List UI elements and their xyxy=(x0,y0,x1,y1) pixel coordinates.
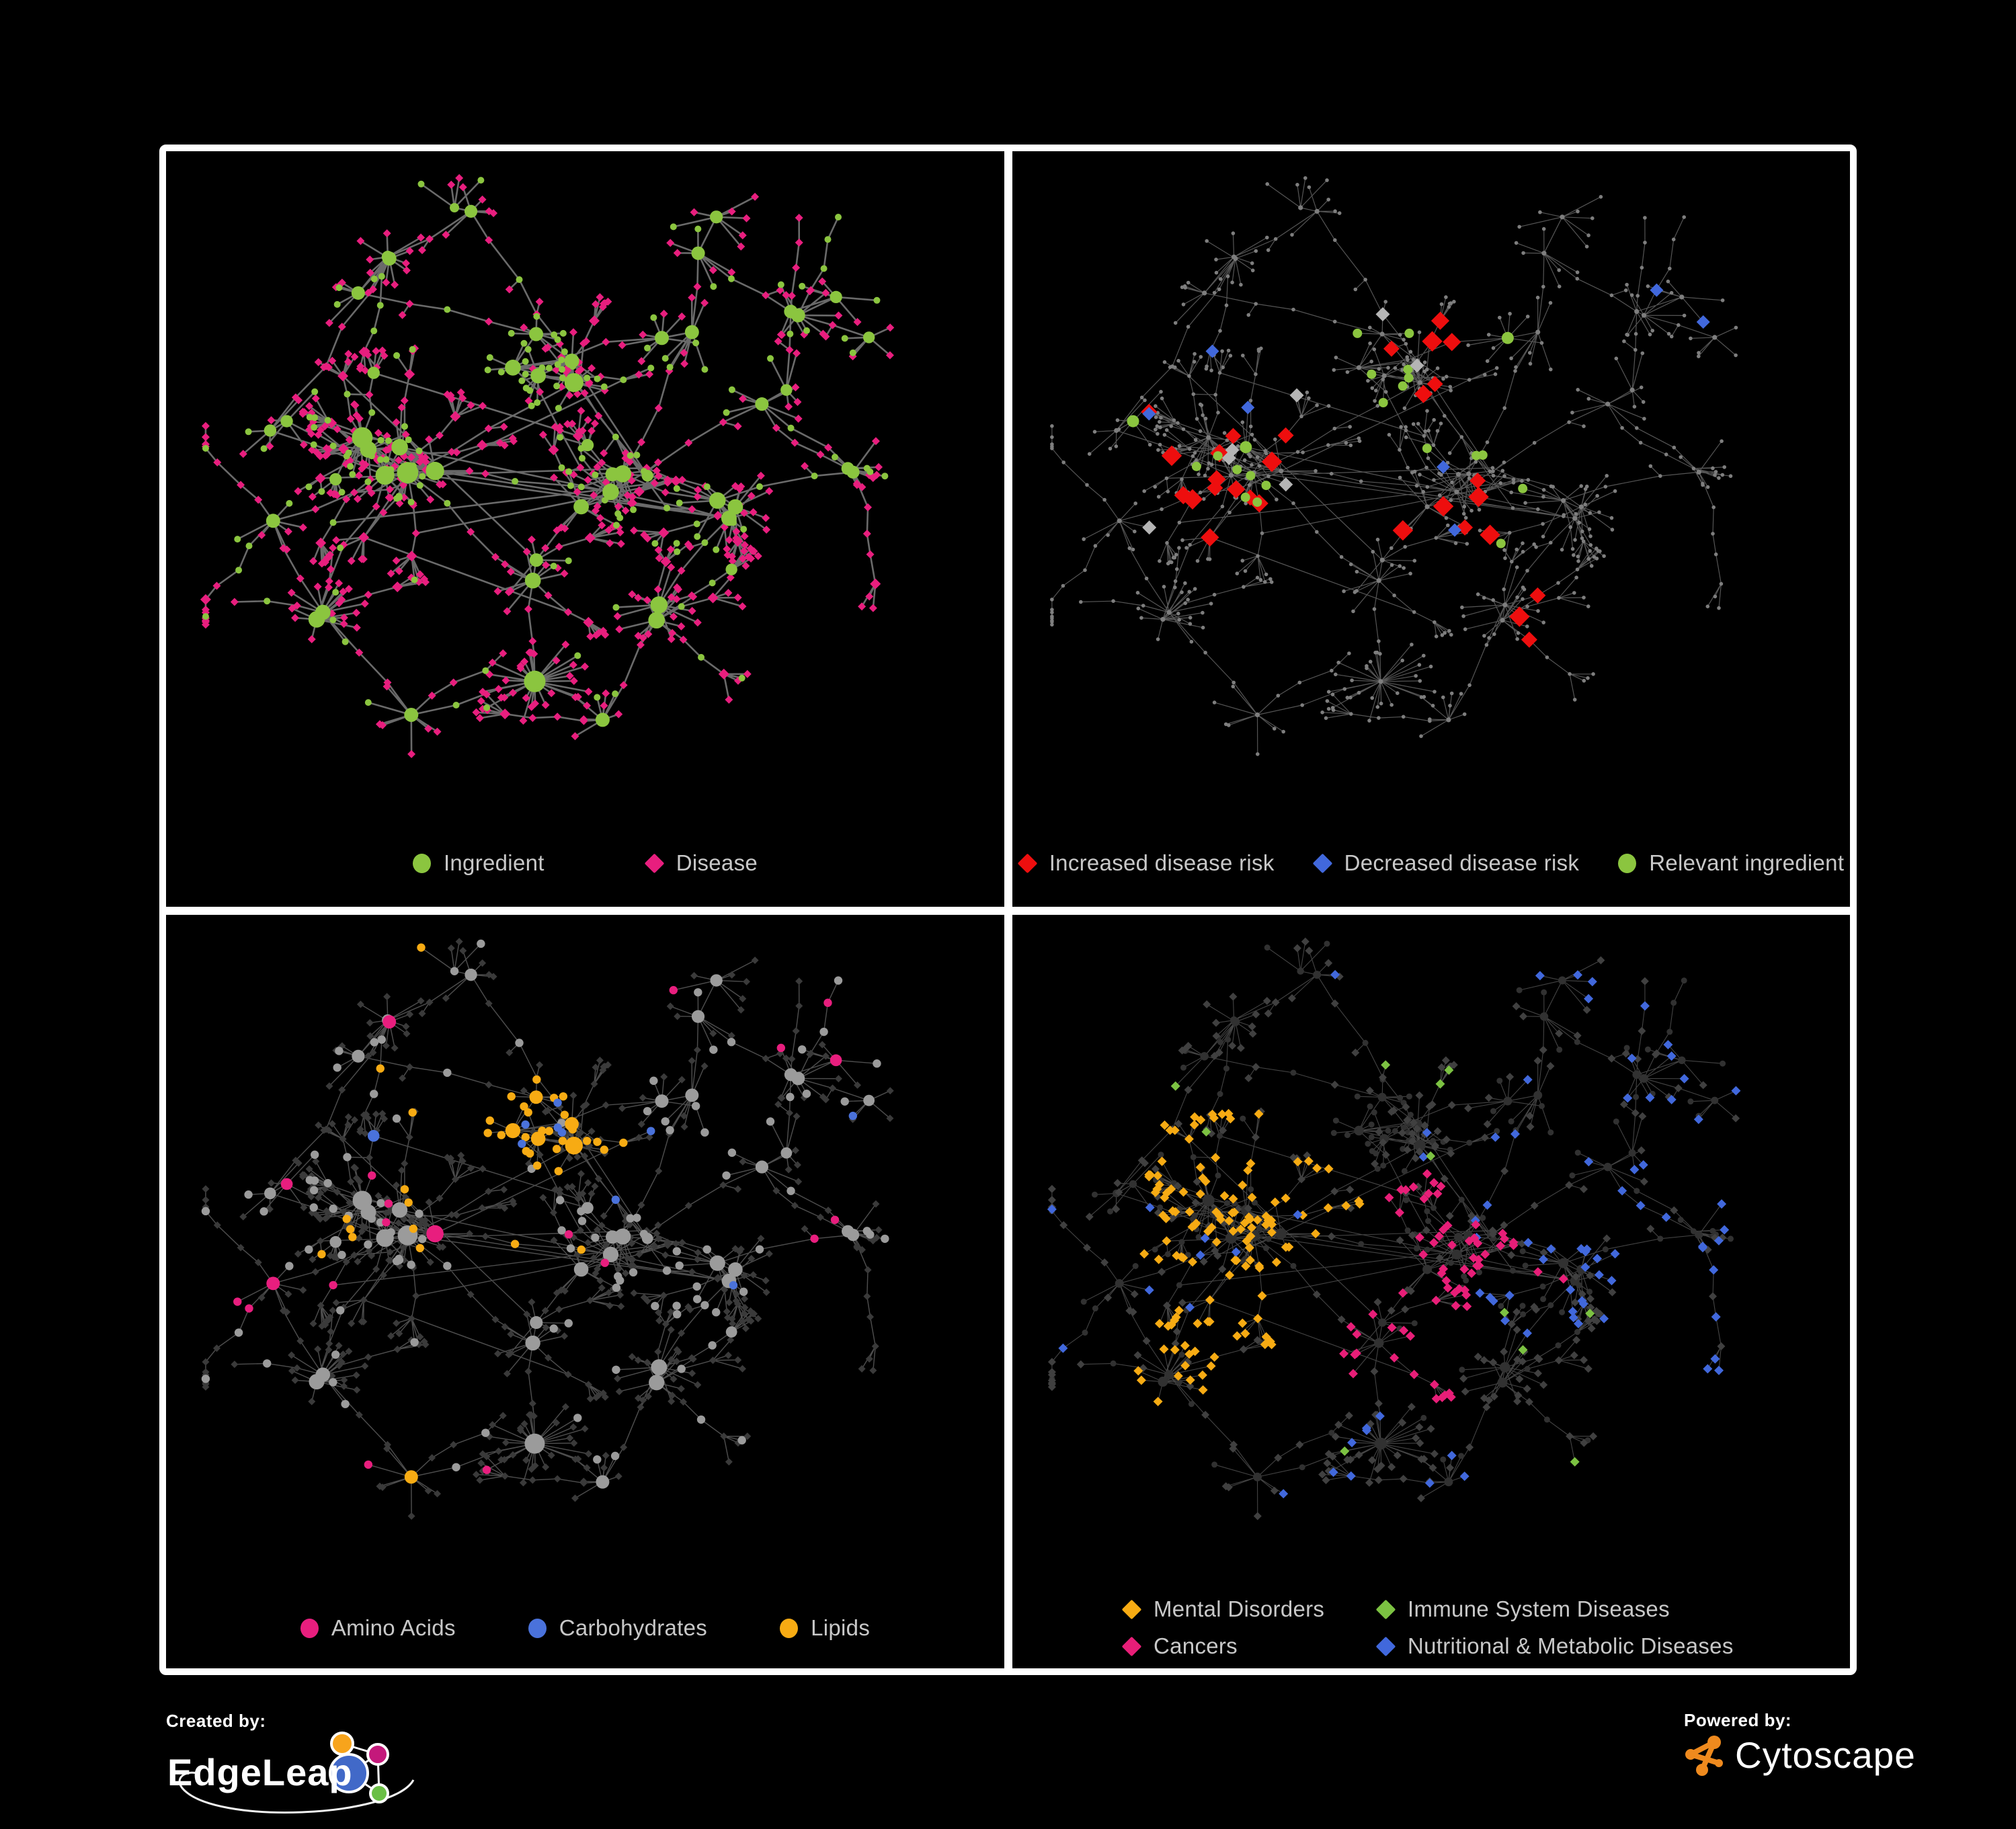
network-nutrient-classes xyxy=(201,938,894,1520)
graph-nodes xyxy=(202,177,889,727)
cytoscape-logo-icon xyxy=(1685,1736,1723,1776)
legend-item-immune-system-diseases: Immune System Diseases xyxy=(1375,1596,1740,1622)
graph-nodes xyxy=(1127,328,1528,548)
network-ingredient-disease xyxy=(200,173,895,758)
legend-item-increased-disease-risk: Increased disease risk xyxy=(1017,850,1275,876)
diamond-swatch-icon xyxy=(1375,1599,1396,1619)
legend-label: Nutritional & Metabolic Diseases xyxy=(1408,1633,1734,1658)
circle-swatch-icon xyxy=(528,1618,547,1638)
legend-label: Cancers xyxy=(1154,1633,1238,1658)
legend-label: Disease xyxy=(676,850,758,875)
circle-swatch-icon xyxy=(1618,853,1637,873)
created-by-label: Created by: xyxy=(166,1711,266,1731)
diamond-swatch-icon xyxy=(644,853,665,873)
diamond-swatch-icon xyxy=(1121,1599,1142,1619)
panel-grid: Ingredient Disease Increased disease risk… xyxy=(159,145,1857,1675)
legend-label: Immune System Diseases xyxy=(1408,1596,1670,1621)
diamond-swatch-icon xyxy=(1312,853,1332,873)
diamond-swatch-icon xyxy=(1017,853,1038,873)
legend-label: Carbohydrates xyxy=(559,1615,708,1640)
graph-nodes xyxy=(1141,311,1546,648)
graph-nodes xyxy=(1049,940,1734,1487)
legend-item-nutritional-metabolic-diseases: Nutritional & Metabolic Diseases xyxy=(1375,1633,1740,1659)
legend-label: Amino Acids xyxy=(331,1615,456,1640)
panel-nutrient-classes: Amino Acids Carbohydrates Lipids xyxy=(166,915,1004,1668)
legend-label: Ingredient xyxy=(443,850,545,875)
legend-nutrient-classes: Amino Acids Carbohydrates Lipids xyxy=(166,1615,1004,1641)
edgeleap-node-orange xyxy=(330,1732,354,1756)
edgeleap-logo: EdgeLeap xyxy=(167,1732,415,1814)
legend-item-cancers: Cancers xyxy=(1121,1633,1377,1659)
legend-item-carbohydrates: Carbohydrates xyxy=(528,1615,707,1641)
legend-label: Decreased disease risk xyxy=(1344,850,1580,875)
circle-swatch-icon xyxy=(300,1618,319,1638)
panel-disease-risk: Increased disease risk Decreased disease … xyxy=(1012,151,1850,907)
legend-item-decreased-disease-risk: Decreased disease risk xyxy=(1312,850,1580,876)
legend-label: Mental Disorders xyxy=(1154,1596,1325,1621)
diamond-swatch-icon xyxy=(1375,1636,1396,1656)
cytoscape-wordmark: Cytoscape xyxy=(1735,1734,1916,1776)
graph-nodes xyxy=(202,938,894,1520)
panel-ingredient-disease: Ingredient Disease xyxy=(166,151,1004,907)
graph-nodes xyxy=(1047,969,1741,1499)
cytoscape-credit: Powered by: Cytoscape xyxy=(1684,1710,1916,1777)
graph-nodes xyxy=(233,985,842,1474)
graph-nodes xyxy=(200,173,895,758)
graph-edges xyxy=(204,177,891,756)
graph-edges xyxy=(1051,177,1736,755)
graph-nodes xyxy=(1047,937,1740,1520)
network-disease-classes xyxy=(1047,937,1741,1520)
legend-label: Lipids xyxy=(811,1615,871,1640)
powered-by-label: Powered by: xyxy=(1684,1710,1792,1730)
graph-edges xyxy=(1051,941,1736,1517)
edgeleap-wordmark: EdgeLeap xyxy=(167,1751,353,1793)
circle-swatch-icon xyxy=(412,853,431,873)
edgeleap-node-magenta xyxy=(366,1743,389,1766)
edgeleap-credit: Created by: EdgeLeap xyxy=(166,1711,482,1829)
legend-item-mental-disorders: Mental Disorders xyxy=(1121,1596,1377,1622)
graph-nodes xyxy=(1133,1108,1365,1407)
legend-item-amino-acids: Amino Acids xyxy=(300,1615,456,1641)
edgeleap-node-blue xyxy=(329,1753,369,1793)
network-disease-risk xyxy=(1050,176,1738,756)
edgeleap-node-green xyxy=(369,1783,389,1803)
legend-ingredient-disease: Ingredient Disease xyxy=(166,850,1004,876)
legend-item-relevant-ingredient: Relevant ingredient xyxy=(1618,850,1844,876)
legend-label: Increased disease risk xyxy=(1049,850,1275,875)
diamond-swatch-icon xyxy=(1121,1636,1142,1656)
legend-item-disease: Disease xyxy=(644,850,758,876)
legend-item-lipids: Lipids xyxy=(780,1615,870,1641)
legend-disease-classes: Mental Disorders Immune System Diseases Ca… xyxy=(1012,1596,1850,1659)
legend-label: Relevant ingredient xyxy=(1649,850,1845,875)
graph-nodes xyxy=(201,939,889,1489)
panel-disease-classes: Mental Disorders Immune System Diseases Ca… xyxy=(1012,915,1850,1668)
circle-swatch-icon xyxy=(780,1618,799,1638)
legend-disease-risk: Increased disease risk Decreased disease … xyxy=(1012,850,1850,876)
graph-edges xyxy=(205,941,891,1517)
legend-item-ingredient: Ingredient xyxy=(412,850,545,876)
grid-divider-horizontal xyxy=(166,907,1850,915)
